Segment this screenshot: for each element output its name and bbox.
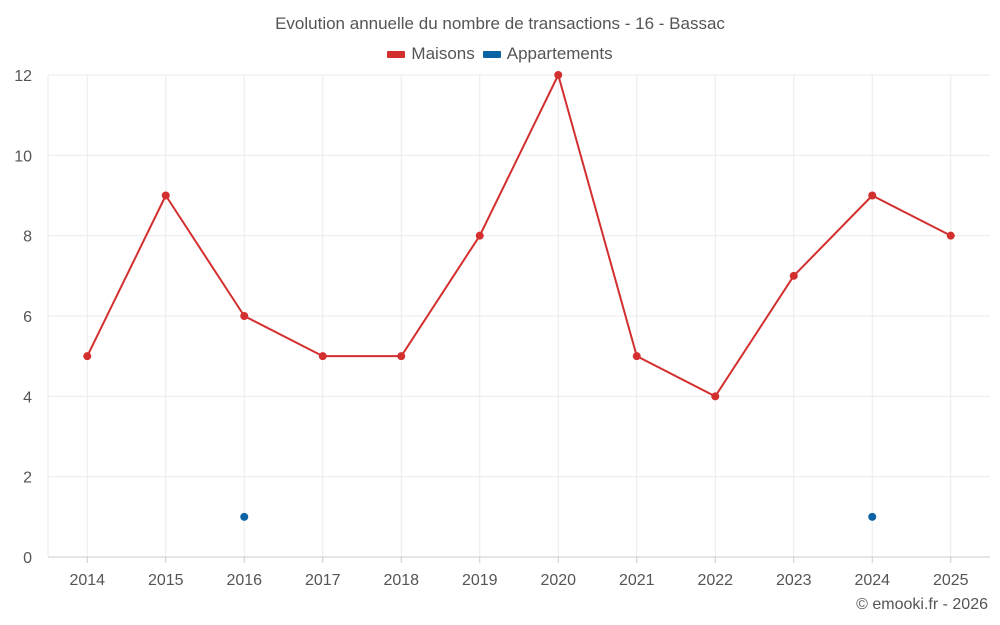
data-point-maisons bbox=[946, 231, 955, 240]
x-tick-label: 2019 bbox=[462, 572, 498, 589]
data-point-maisons bbox=[83, 352, 92, 361]
y-tick-label: 10 bbox=[14, 148, 32, 165]
data-point-maisons bbox=[711, 392, 720, 401]
data-point-maisons bbox=[554, 71, 563, 79]
data-point-appartements bbox=[240, 512, 249, 521]
legend-item-appartements[interactable]: Appartements bbox=[482, 44, 613, 64]
x-tick-label: 2014 bbox=[69, 572, 105, 589]
x-tick-label: 2021 bbox=[619, 572, 655, 589]
x-tick-label: 2018 bbox=[383, 572, 419, 589]
legend-item-maisons[interactable]: Maisons bbox=[387, 44, 475, 64]
x-tick-label: 2024 bbox=[854, 572, 890, 589]
y-tick-label: 6 bbox=[23, 309, 32, 326]
chart-title: Evolution annuelle du nombre de transact… bbox=[275, 14, 725, 33]
y-tick-label: 0 bbox=[23, 550, 32, 567]
y-tick-label: 2 bbox=[23, 470, 32, 487]
x-tick-label: 2015 bbox=[148, 572, 184, 589]
y-tick-label: 12 bbox=[14, 68, 32, 85]
data-point-maisons bbox=[789, 271, 798, 280]
legend-swatch-appartements bbox=[482, 50, 501, 58]
data-point-maisons bbox=[475, 231, 484, 240]
y-tick-label: 8 bbox=[23, 229, 32, 246]
x-tick-label: 2025 bbox=[933, 572, 969, 589]
x-tick-label: 2022 bbox=[697, 572, 733, 589]
data-point-maisons bbox=[632, 352, 641, 361]
data-point-maisons bbox=[161, 191, 170, 200]
chart-legend: Maisons Appartements bbox=[0, 44, 1000, 64]
x-tick-label: 2016 bbox=[226, 572, 262, 589]
data-point-maisons bbox=[240, 312, 249, 320]
legend-label-appartements: Appartements bbox=[506, 44, 613, 63]
x-tick-label: 2020 bbox=[540, 572, 576, 589]
y-tick-label: 4 bbox=[23, 389, 32, 406]
data-point-appartements bbox=[868, 512, 877, 521]
x-tick-label: 2023 bbox=[776, 572, 812, 589]
credit-text: © emooki.fr - 2026 bbox=[856, 596, 988, 613]
data-point-maisons bbox=[397, 352, 406, 361]
legend-swatch-maisons bbox=[387, 50, 406, 58]
legend-label-maisons: Maisons bbox=[411, 44, 475, 63]
x-tick-label: 2017 bbox=[305, 572, 341, 589]
data-point-maisons bbox=[318, 352, 327, 361]
series-line-maisons bbox=[86, 74, 952, 398]
data-point-maisons bbox=[868, 191, 877, 200]
